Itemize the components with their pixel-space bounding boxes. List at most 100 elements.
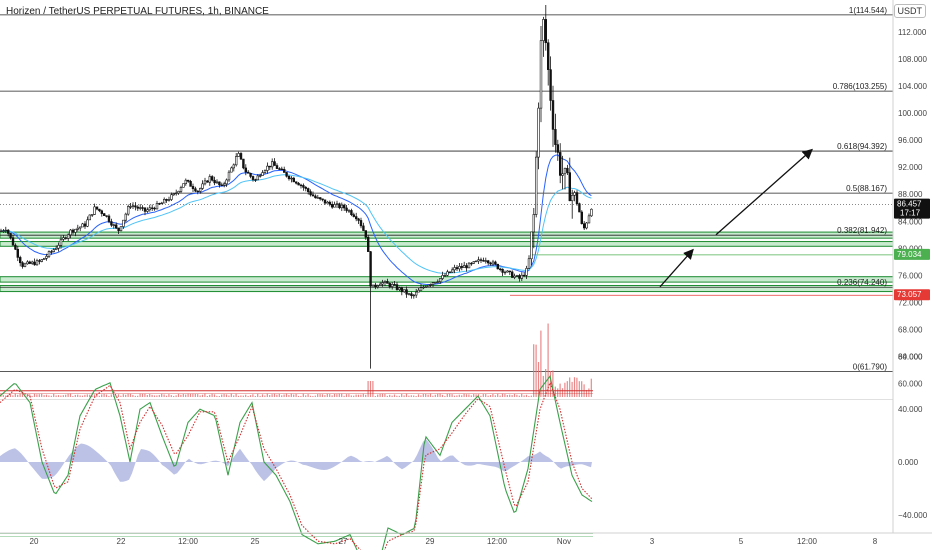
candle-body-23 [54, 247, 58, 250]
volume-bar-157 [377, 394, 379, 397]
price-tick-1: 108.000 [898, 55, 927, 64]
volume-bar-89 [213, 394, 216, 397]
candle-body-122 [292, 177, 295, 183]
volume-bar-212 [509, 394, 511, 397]
currency-label[interactable]: USDT [893, 4, 926, 18]
candle-body-203 [486, 260, 490, 264]
candle-body-208 [498, 268, 502, 270]
candle-body-117 [280, 168, 283, 171]
candle-body-231 [554, 129, 557, 145]
volume-bar-96 [230, 393, 232, 397]
volume-bar-192 [461, 395, 463, 397]
price-tick-11: 68.000 [898, 325, 923, 334]
volume-bar-72 [173, 395, 175, 397]
volume-bar-136 [326, 393, 328, 397]
volume-bar-90 [216, 395, 218, 397]
candle-body-243 [582, 223, 586, 229]
candle-body-153 [366, 236, 370, 252]
candle-body-66 [158, 203, 161, 205]
candle-body-160 [383, 281, 387, 283]
candle-body-69 [165, 199, 168, 201]
candle-body-20 [47, 251, 51, 257]
volume-bar-2 [5, 395, 7, 397]
candle-body-47 [112, 224, 116, 226]
candle-body-43 [103, 213, 106, 216]
volume-bar-218 [523, 395, 525, 397]
candle-body-146 [350, 210, 353, 215]
candle-body-55 [131, 205, 135, 207]
price-tick-0: 112.000 [898, 28, 927, 37]
volume-bar-238 [571, 381, 573, 397]
volume-bar-29 [69, 393, 72, 397]
volume-bar-197 [473, 394, 475, 397]
candle-body-87 [208, 176, 211, 183]
candle-body-115 [275, 165, 279, 169]
candle-body-85 [203, 180, 207, 185]
volume-bar-226 [542, 375, 544, 397]
volume-bar-42 [101, 394, 103, 397]
candle-body-9 [21, 262, 24, 267]
candle-body-238 [570, 194, 574, 202]
volume-bar-120 [288, 394, 290, 397]
candle-body-123 [294, 181, 298, 184]
volume-bar-240 [576, 377, 578, 397]
candle-body-42 [100, 210, 104, 214]
candle-body-77 [184, 179, 187, 184]
volume-bar-234 [561, 388, 564, 397]
volume-bar-235 [564, 382, 566, 397]
volume-bar-163 [391, 395, 393, 397]
volume-bar-220 [528, 395, 530, 397]
candle-body-145 [347, 210, 351, 212]
candle-body-166 [398, 287, 401, 290]
volume-bar-162 [389, 394, 391, 397]
candle-body-134 [321, 198, 324, 201]
candle-body-130 [311, 194, 315, 197]
price-tick-10: 72.000 [898, 298, 923, 307]
volume-bar-70 [168, 394, 170, 397]
volume-bar-214 [513, 393, 516, 397]
volume-bar-80 [192, 393, 194, 397]
candle-body-179 [429, 284, 432, 286]
candle-body-41 [98, 208, 101, 212]
volume-bar-56 [134, 395, 136, 397]
time-tick-7: Nov [557, 537, 571, 546]
volume-bar-236 [566, 381, 568, 397]
volume-bar-175 [420, 395, 422, 397]
candle-body-196 [470, 262, 473, 265]
candle-body-112 [268, 165, 271, 168]
candle-body-246 [590, 208, 593, 217]
candle-body-96 [230, 167, 233, 173]
candle-body-219 [525, 268, 528, 276]
volume-bar-36 [86, 394, 88, 397]
volume-bar-87 [209, 394, 211, 397]
volume-bar-127 [305, 395, 307, 397]
osc-tick-1: 40.000 [898, 405, 923, 414]
candle-body-140 [335, 203, 339, 205]
volume-bar-4 [9, 394, 12, 397]
volume-bar-138 [331, 395, 333, 397]
volume-bar-45 [108, 395, 110, 397]
volume-bar-158 [379, 393, 381, 397]
volume-bar-88 [211, 393, 213, 397]
volume-bar-6 [14, 393, 16, 397]
time-tick-5: 29 [426, 537, 435, 546]
candle-body-178 [426, 284, 430, 288]
candle-body-98 [235, 156, 238, 166]
volume-bar-177 [425, 393, 427, 397]
volume-bar-58 [139, 393, 141, 397]
price-tick-5: 92.000 [898, 163, 923, 172]
candle-body-158 [378, 283, 382, 286]
osc-tick-3: −40.000 [898, 511, 928, 520]
candle-body-144 [345, 207, 348, 211]
candle-body-237 [568, 172, 572, 202]
volume-bar-114 [273, 393, 276, 397]
fib-label-6: 0(61.790) [853, 362, 888, 371]
volume-bar-24 [57, 395, 60, 397]
candle-body-176 [422, 286, 425, 289]
candle-body-170 [407, 293, 411, 295]
price-badge-2 [894, 289, 930, 301]
candle-body-109 [261, 172, 264, 176]
volume-bar-151 [362, 393, 364, 397]
candle-body-64 [153, 207, 156, 210]
